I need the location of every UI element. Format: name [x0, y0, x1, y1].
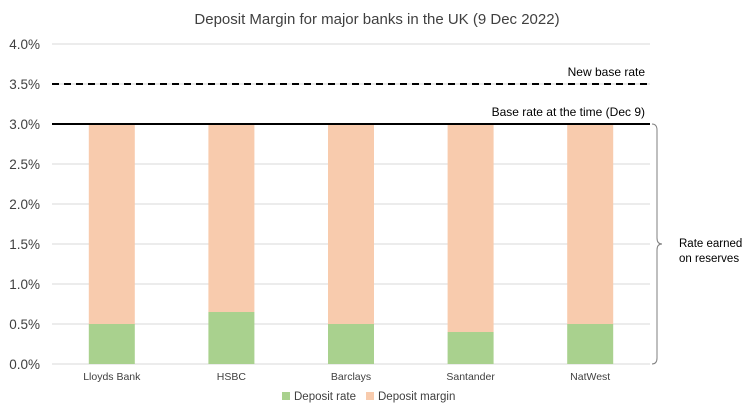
chart-title: Deposit Margin for major banks in the UK… [194, 11, 559, 28]
y-axis-ticks: 0.0% 0.5% 1.0% 1.5% 2.0% 2.5% 3.0% 3.5% 4.0% [9, 37, 40, 372]
bar-deposit-rate [447, 332, 494, 364]
y-tick-label: 3.5% [9, 77, 40, 92]
legend: Deposit rate Deposit margin [282, 391, 455, 403]
y-tick-label: 0.5% [9, 317, 40, 332]
legend-label: Deposit rate [294, 391, 356, 403]
x-category-label: Barclays [331, 371, 371, 383]
bar-deposit-margin [328, 124, 374, 324]
bars [88, 124, 614, 364]
x-category-label: NatWest [570, 371, 610, 383]
legend-swatch [282, 392, 290, 400]
new-base-rate-label: New base rate [568, 65, 646, 79]
y-tick-label: 3.0% [9, 117, 40, 132]
bar-deposit-rate [88, 324, 135, 364]
y-tick-label: 2.5% [9, 157, 40, 172]
bar-deposit-rate [208, 312, 255, 364]
x-category-label: Lloyds Bank [83, 371, 141, 383]
bar-deposit-margin [208, 124, 255, 312]
bar-deposit-margin [567, 124, 614, 324]
bar-deposit-rate [328, 324, 374, 364]
reference-lines: New base rate Base rate at the time (Dec … [52, 65, 650, 125]
base-rate-label: Base rate at the time (Dec 9) [492, 105, 645, 119]
legend-swatch [366, 392, 374, 400]
x-category-label: HSBC [217, 371, 247, 383]
bar-deposit-margin [447, 124, 494, 332]
brace-bracket [651, 123, 663, 365]
x-axis-categories: Lloyds Bank HSBC Barclays Santander NatWest [83, 371, 610, 383]
y-tick-label: 1.5% [9, 237, 40, 252]
y-tick-label: 2.0% [9, 197, 40, 212]
y-tick-label: 4.0% [9, 37, 40, 52]
brace-label-line2: on reserves [679, 253, 739, 265]
brace-annotation: Rate earned on reserves [651, 123, 742, 365]
x-category-label: Santander [446, 371, 495, 383]
y-tick-label: 1.0% [9, 277, 40, 292]
brace-label-line1: Rate earned [679, 238, 742, 250]
y-tick-label: 0.0% [9, 357, 40, 372]
legend-label: Deposit margin [378, 391, 455, 403]
bar-deposit-margin [88, 124, 135, 324]
bar-deposit-rate [567, 324, 614, 364]
